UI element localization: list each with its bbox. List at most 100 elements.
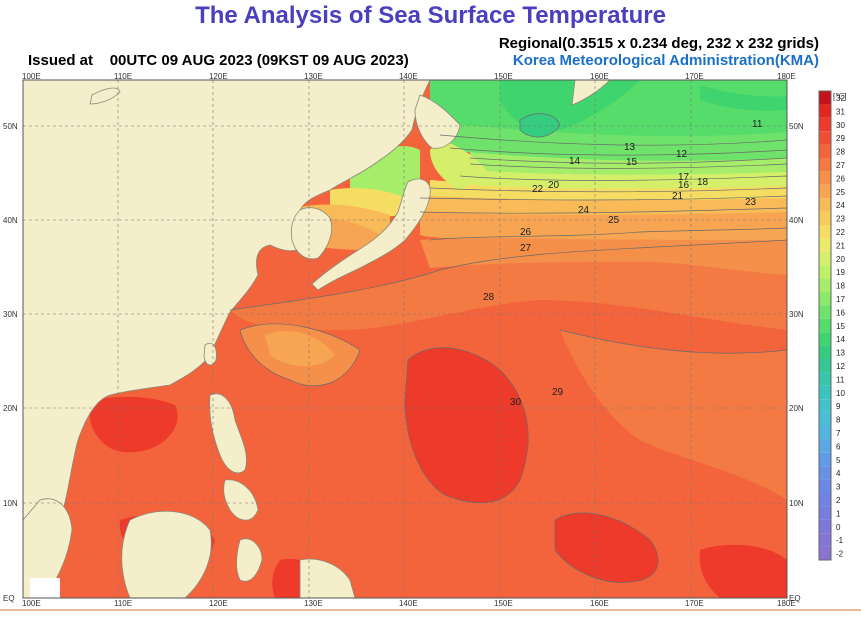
colorbar-swatch [819,144,831,158]
lon-label: 150E [494,599,513,608]
contour-label: 27 [520,243,532,254]
lat-label: EQ [789,594,801,603]
contour-label: 17 [678,172,690,183]
colorbar-swatch [819,439,831,453]
colorbar-swatch [819,211,831,225]
colorbar-tick: 4 [836,469,841,478]
colorbar-tick: 15 [836,322,845,331]
colorbar-swatch [819,117,831,132]
colorbar-swatch [819,466,831,480]
colorbar-swatch [819,265,831,279]
colorbar-unit: [℃] [833,92,846,101]
colorbar-swatch [819,399,831,413]
axis-labels: 100E 110E 120E 130E 140E 150E 160E 170E … [3,72,804,608]
issued-time: Issued at 00UTC 09 AUG 2023 (09KST 09 AU… [28,52,409,69]
lat-label: 20N [3,404,18,413]
colorbar-tick: 20 [836,255,845,264]
colorbar-swatch [819,519,831,534]
colorbar-tick: 6 [836,442,841,451]
contour-label: 21 [672,191,684,202]
issued-label: Issued at [28,52,94,69]
issued-value: 00UTC 09 AUG 2023 (09KST 09 AUG 2023) [109,52,409,69]
colorbar-swatch [819,372,831,386]
contour-label: 30 [510,397,522,408]
colorbar-tick: 10 [836,389,845,398]
bottom-rule [0,609,861,611]
contour-label: 12 [676,149,688,160]
colorbar-tick: 17 [836,295,845,304]
contour-label: 26 [520,227,532,238]
colorbar-swatch [819,91,831,105]
colorbar-swatch [819,238,831,252]
agency-name: Korea Meteorological Administration(KMA) [512,52,819,69]
contour-label: 28 [483,292,495,303]
colorbar-swatch [819,198,831,212]
colorbar-swatch [819,318,831,333]
colorbar-tick: 2 [836,496,841,505]
colorbar-swatch [819,332,831,346]
colorbar-tick: 3 [836,483,841,492]
lat-label: 50N [3,122,18,131]
colorbar-tick: 7 [836,429,841,438]
contour-label: 13 [624,142,636,153]
colorbar-swatch [819,479,831,493]
lon-label: 120E [209,599,228,608]
colorbar-tick: 18 [836,282,845,291]
colorbar-tick: 25 [836,188,845,197]
colorbar-tick: 11 [836,375,845,384]
lat-label: 40N [3,216,18,225]
lon-label: 100E [22,599,41,608]
colorbar-swatch [819,412,831,426]
colorbar-tick: 13 [836,349,845,358]
lon-label: 160E [590,599,609,608]
colorbar-swatch [819,506,831,520]
lat-label: 10N [3,499,18,508]
lon-label: 180E [777,72,796,81]
colorbar-swatch [819,452,831,467]
colorbar-swatch [819,493,831,507]
contour-labels: 11 12 13 14 15 16 17 18 20 21 22 23 24 2… [483,119,763,408]
colorbar-tick: 23 [836,215,845,224]
map-frame [22,79,788,599]
lon-label: 130E [304,72,323,81]
lon-label: 110E [114,599,132,608]
colorbar-swatch [819,292,831,306]
colorbar-tick: 31 [836,107,845,116]
colorbar-tick: 14 [836,335,845,344]
colorbar-tick: 21 [836,241,845,250]
colorbar-swatch [819,385,831,400]
lon-label: 170E [685,599,704,608]
colorbar-tick: 1 [836,509,841,518]
contour-label: 18 [697,177,709,188]
contour-label: 20 [548,180,560,191]
colorbar-swatch [819,305,831,319]
contours [229,113,787,583]
lat-label: 10N [789,499,804,508]
lon-label: 110E [114,72,132,81]
lon-label: 100E [22,72,41,81]
lon-label: 140E [399,599,418,608]
colorbar-tick: 5 [836,456,841,465]
sst-field: 11 12 13 14 15 16 17 18 20 21 22 23 24 2… [23,80,787,598]
colorbar-swatch [819,104,831,118]
contour-label: 11 [752,119,763,130]
contour-label: 29 [552,387,564,398]
lon-label: 140E [399,72,418,81]
lon-label: 160E [590,72,609,81]
contour-label: 22 [532,184,544,195]
contour-label: 16 [678,180,690,191]
colorbar-swatch [819,533,831,547]
contour-label: 15 [626,157,638,168]
colorbar-tick: 8 [836,416,841,425]
land [23,80,611,598]
colorbar-tick: 27 [836,161,845,170]
colorbar-swatch [819,426,831,440]
colorbar-tick: 28 [836,148,845,157]
colorbar-tick: 32 [836,94,845,103]
lon-label: 120E [209,72,228,81]
contour-label: 23 [745,197,757,208]
colorbar-frame [818,90,832,561]
colorbar-tick: -2 [836,550,844,559]
colorbar-tick: 29 [836,134,845,143]
contour-label: 24 [578,205,590,216]
